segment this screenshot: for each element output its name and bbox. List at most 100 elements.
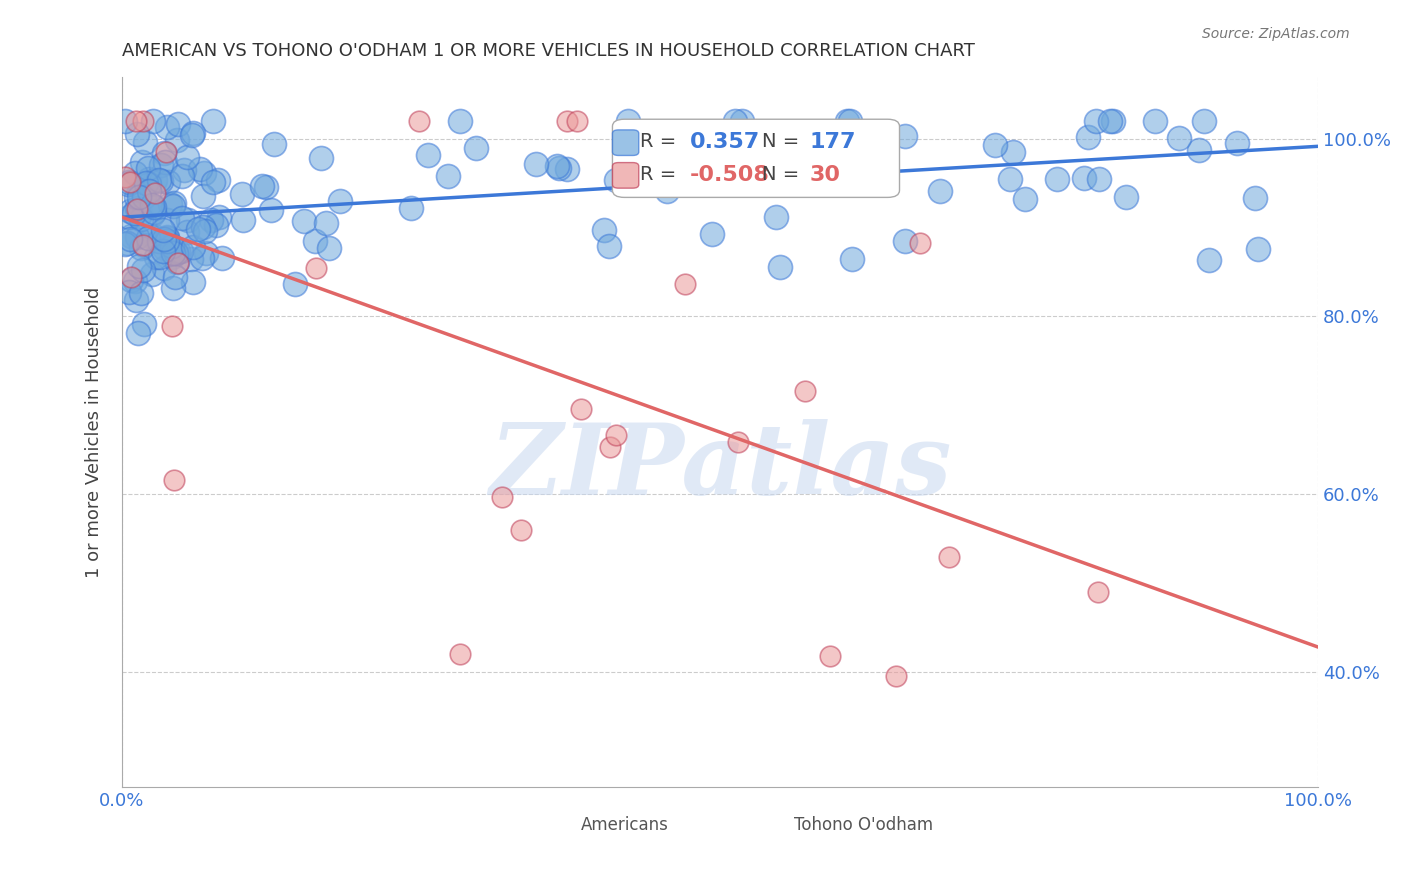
Point (127, 326, 149, 340)
Point (128, 209, 150, 223)
Point (129, 285, 152, 300)
Point (983, 138, 1005, 153)
Point (163, 196, 186, 211)
Point (141, 230, 163, 244)
Point (491, 490, 513, 504)
Point (114, 236, 136, 251)
Point (153, 241, 176, 255)
Point (1077, 130, 1099, 145)
Point (818, 649, 841, 664)
Point (315, 216, 337, 230)
Point (120, 273, 142, 287)
Point (149, 158, 172, 172)
Point (131, 155, 153, 169)
Point (408, 114, 430, 128)
Point (132, 114, 155, 128)
Point (205, 218, 228, 232)
Point (134, 135, 156, 149)
Point (465, 141, 488, 155)
Point (129, 240, 152, 254)
Point (120, 269, 142, 284)
Point (598, 238, 620, 252)
Point (605, 428, 627, 442)
Point (593, 223, 616, 237)
Point (794, 384, 817, 399)
Point (284, 277, 307, 292)
Point (149, 174, 172, 188)
Point (122, 206, 145, 220)
Point (292, 214, 315, 228)
Point (617, 114, 640, 128)
Point (129, 206, 152, 220)
Point (138, 171, 160, 186)
Point (152, 244, 174, 259)
Point (232, 213, 254, 227)
Point (938, 550, 960, 565)
Point (120, 229, 142, 244)
Point (1168, 130, 1191, 145)
Point (156, 231, 179, 245)
Point (399, 201, 422, 215)
Point (201, 114, 224, 128)
Point (569, 402, 592, 417)
Point (509, 523, 531, 537)
Point (117, 177, 139, 191)
Point (120, 175, 142, 189)
Point (157, 174, 180, 188)
Point (605, 172, 627, 186)
Point (806, 128, 828, 142)
Point (166, 244, 188, 259)
Point (181, 240, 204, 254)
Point (675, 158, 697, 172)
Point (1073, 171, 1095, 186)
FancyBboxPatch shape (613, 162, 638, 188)
Point (165, 269, 187, 284)
Point (181, 126, 204, 140)
Point (160, 250, 183, 264)
Point (599, 440, 621, 454)
Point (886, 669, 908, 683)
Y-axis label: 1 or more Vehicles in Household: 1 or more Vehicles in Household (86, 286, 103, 577)
Point (167, 117, 190, 131)
Text: ZIPatlas: ZIPatlas (489, 419, 952, 516)
Point (318, 241, 340, 255)
Point (166, 133, 188, 147)
Point (304, 235, 326, 249)
Point (177, 212, 200, 227)
Point (159, 197, 181, 211)
FancyBboxPatch shape (770, 821, 804, 840)
Point (263, 137, 285, 152)
Text: N =: N = (762, 133, 799, 152)
Point (132, 190, 155, 204)
Point (143, 228, 166, 243)
Point (127, 201, 149, 215)
Point (124, 293, 146, 307)
Point (1101, 114, 1123, 128)
Point (894, 234, 917, 248)
Point (524, 157, 547, 171)
Point (138, 184, 160, 198)
Point (155, 145, 177, 159)
Point (1198, 253, 1220, 268)
Point (724, 114, 747, 128)
Point (125, 114, 148, 128)
Point (673, 277, 696, 291)
Point (156, 234, 179, 248)
Text: R =: R = (640, 133, 676, 152)
Point (731, 157, 754, 171)
Point (117, 175, 139, 189)
Point (160, 319, 183, 334)
Point (837, 114, 859, 128)
Point (118, 210, 141, 224)
Point (665, 166, 688, 180)
Point (700, 227, 723, 241)
Point (141, 198, 163, 212)
Point (565, 114, 588, 128)
FancyBboxPatch shape (543, 821, 576, 840)
Point (1002, 145, 1025, 159)
Point (727, 435, 749, 450)
Point (155, 230, 177, 244)
Point (128, 185, 150, 199)
Point (181, 128, 204, 143)
Point (156, 213, 179, 227)
